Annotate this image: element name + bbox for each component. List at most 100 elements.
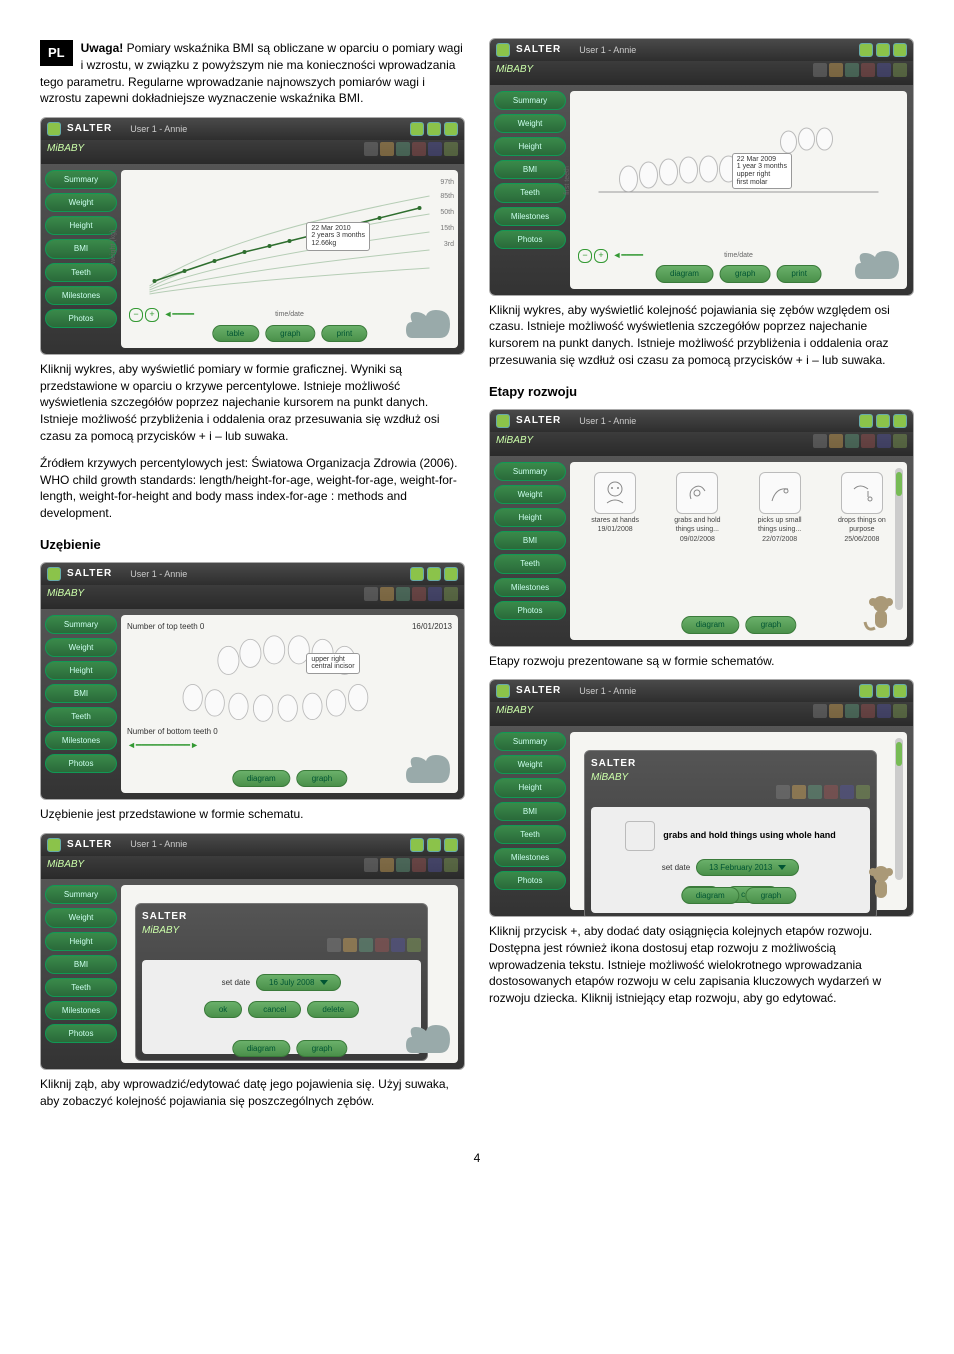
diagram-button[interactable]: diagram [655, 265, 714, 282]
graph-button[interactable]: graph [265, 325, 315, 342]
sidebar-item[interactable]: Height [45, 932, 117, 951]
sidebar-item-bmi[interactable]: BMI [45, 239, 117, 258]
zoom-controls[interactable]: −+ ◄━━━━ [578, 249, 643, 263]
sidebar-item[interactable]: Milestones [494, 578, 566, 597]
sidebar-item[interactable]: Milestones [45, 1001, 117, 1020]
sidebar-item-bmi[interactable]: BMI [45, 684, 117, 703]
milestone-icon [759, 472, 801, 514]
header-button[interactable] [444, 567, 458, 581]
header-button[interactable] [427, 838, 441, 852]
sidebar-item[interactable]: Teeth [494, 554, 566, 573]
user-label: User 1 - Annie [579, 685, 636, 698]
sidebar-item-milestones[interactable]: Milestones [45, 286, 117, 305]
diagram-button[interactable]: diagram [681, 887, 740, 904]
sidebar-item[interactable]: Teeth [494, 825, 566, 844]
teeth-canvas[interactable]: Number of top teeth 0 16/01/2013 upper r… [121, 615, 458, 793]
graph-button[interactable]: graph [746, 887, 796, 904]
sidebar-item-height[interactable]: Height [45, 661, 117, 680]
sidebar-item[interactable]: Summary [494, 462, 566, 481]
sidebar-item[interactable]: BMI [45, 955, 117, 974]
sidebar-item-weight[interactable]: Weight [45, 638, 117, 657]
caption-teeth-setdate: Kliknij ząb, aby wprowadzić/edytować dat… [40, 1076, 465, 1110]
caption-weight-chart: Kliknij wykres, aby wyświetlić pomiary w… [40, 361, 465, 445]
sidebar-item-weight[interactable]: Weight [45, 193, 117, 212]
delete-button[interactable]: delete [307, 1001, 359, 1018]
zoom-controls[interactable]: −+ ◄━━━━ [129, 308, 194, 322]
sidebar-item-milestones[interactable]: Milestones [45, 731, 117, 750]
app-header: SALTER User 1 - Annie [41, 118, 464, 140]
set-date-label: set date [662, 862, 690, 873]
sidebar-item[interactable]: Summary [494, 91, 566, 110]
diagram-button[interactable]: diagram [232, 1040, 291, 1057]
graph-button[interactable]: graph [297, 1040, 347, 1057]
print-button[interactable]: print [776, 265, 822, 282]
header-button[interactable] [427, 122, 441, 136]
sidebar-item-teeth[interactable]: Teeth [45, 707, 117, 726]
table-button[interactable]: table [212, 325, 259, 342]
sidebar-item[interactable]: Milestones [494, 848, 566, 867]
milestone-item[interactable]: drops things on purpose 25/06/2008 [832, 472, 892, 545]
sidebar-item[interactable]: Milestones [494, 207, 566, 226]
header-button[interactable] [427, 567, 441, 581]
sidebar-item[interactable]: BMI [494, 160, 566, 179]
graph-button[interactable]: graph [720, 265, 770, 282]
milestone-item[interactable]: picks up small things using... 22/07/200… [750, 472, 810, 545]
sidebar-item-summary[interactable]: Summary [45, 170, 117, 189]
sidebar-item[interactable]: Photos [494, 601, 566, 620]
sidebar-item-summary[interactable]: Summary [45, 615, 117, 634]
sidebar-item-photos[interactable]: Photos [45, 309, 117, 328]
sidebar-item[interactable]: BMI [494, 531, 566, 550]
header-button[interactable] [410, 567, 424, 581]
sidebar-item[interactable]: Photos [45, 1024, 117, 1043]
header-button[interactable] [410, 122, 424, 136]
milestones-canvas[interactable]: stares at hands 19/01/2008 grabs and hol… [570, 462, 907, 640]
scrollbar[interactable] [895, 738, 903, 880]
date-picker[interactable]: 16 July 2008 [256, 974, 341, 991]
header-button[interactable] [859, 43, 873, 57]
cancel-button[interactable]: cancel [248, 1001, 301, 1018]
header-button[interactable] [410, 838, 424, 852]
scrollbar[interactable] [895, 468, 903, 610]
diagram-button[interactable]: diagram [232, 770, 291, 787]
teeth-graph-canvas[interactable]: 22 Mar 2009 1 year 3 months upper right … [570, 91, 907, 289]
header-button[interactable] [444, 122, 458, 136]
header-button[interactable] [876, 43, 890, 57]
sidebar-item[interactable]: Height [494, 778, 566, 797]
sidebar-item[interactable]: Weight [494, 755, 566, 774]
graph-button[interactable]: graph [297, 770, 347, 787]
header-button[interactable] [876, 684, 890, 698]
sidebar-item[interactable]: BMI [494, 802, 566, 821]
header-button[interactable] [893, 414, 907, 428]
header-button[interactable] [859, 684, 873, 698]
sidebar-item[interactable]: Summary [45, 885, 117, 904]
date-picker[interactable]: 13 February 2013 [696, 859, 799, 876]
sidebar-item[interactable]: Photos [494, 230, 566, 249]
sidebar-item[interactable]: Height [494, 137, 566, 156]
header-button[interactable] [893, 684, 907, 698]
sidebar-item[interactable]: Teeth [494, 183, 566, 202]
sidebar-item-teeth[interactable]: Teeth [45, 263, 117, 282]
sidebar-item[interactable]: Height [494, 508, 566, 527]
header-button[interactable] [876, 414, 890, 428]
screenshot-teeth-setdate: SALTERUser 1 - Annie MiBABY Summary Weig… [40, 833, 465, 1071]
sidebar-item-photos[interactable]: Photos [45, 754, 117, 773]
diagram-button[interactable]: diagram [681, 616, 740, 633]
sidebar-item[interactable]: Photos [494, 871, 566, 890]
sidebar-item[interactable]: Summary [494, 732, 566, 751]
subbrand-label: MiBABY [47, 858, 84, 872]
graph-button[interactable]: graph [746, 616, 796, 633]
sidebar-item[interactable]: Teeth [45, 978, 117, 997]
chart-canvas[interactable]: 97th 85th 50th 15th 3rd 22 Mar 2010 2 ye… [121, 170, 458, 348]
sidebar-item-height[interactable]: Height [45, 216, 117, 235]
header-button[interactable] [444, 838, 458, 852]
header-button[interactable] [893, 43, 907, 57]
print-button[interactable]: print [322, 325, 368, 342]
sidebar-item[interactable]: Weight [45, 908, 117, 927]
ok-button[interactable]: ok [204, 1001, 242, 1018]
milestone-item[interactable]: stares at hands 19/01/2008 [585, 472, 645, 545]
sidebar-item[interactable]: Weight [494, 114, 566, 133]
milestone-item[interactable]: grabs and hold things using... 09/02/200… [667, 472, 727, 545]
sidebar-item[interactable]: Weight [494, 485, 566, 504]
percentile-label: 3rd [444, 240, 454, 250]
header-button[interactable] [859, 414, 873, 428]
